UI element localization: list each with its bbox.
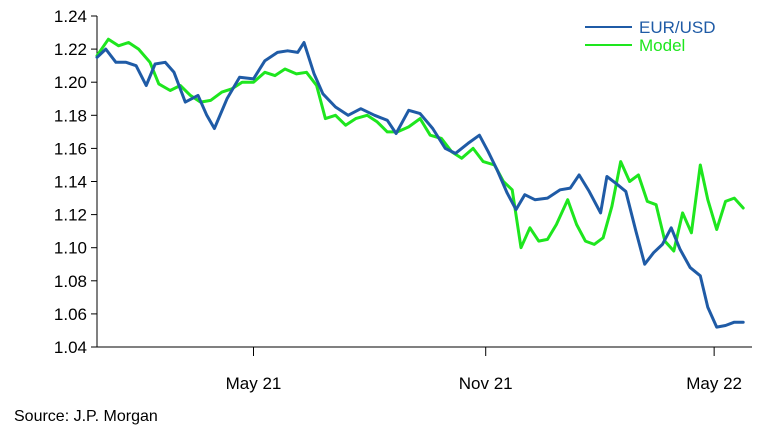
y-tick-label: 1.20	[54, 73, 87, 92]
y-tick-label: 1.12	[54, 206, 87, 225]
x-tick-label: May 21	[226, 374, 282, 393]
series-line-model	[95, 37, 745, 253]
legend-label-model: Model	[639, 36, 685, 55]
source-note: Source: J.P. Morgan	[14, 408, 158, 425]
legend-label-eurusd: EUR/USD	[639, 18, 716, 37]
legend: EUR/USD Model	[585, 18, 716, 55]
y-tick-label: 1.14	[54, 173, 87, 192]
series-line-eurusd	[95, 41, 745, 329]
y-axis-ticks: 1.04 1.06 1.08 1.10 1.12 1.14 1.16 1.18 1.20 1.22…	[54, 7, 97, 357]
y-tick-label: 1.08	[54, 272, 87, 291]
y-tick-label: 1.24	[54, 7, 87, 26]
y-tick-label: 1.18	[54, 106, 87, 125]
x-tick-label: May 22	[686, 374, 742, 393]
x-tick-label: Nov 21	[459, 374, 513, 393]
y-tick-label: 1.10	[54, 239, 87, 258]
y-tick-label: 1.22	[54, 40, 87, 59]
y-tick-label: 1.16	[54, 139, 87, 158]
series-layer	[95, 37, 745, 329]
x-axis-ticks: May 21 Nov 21 May 22	[226, 347, 742, 393]
y-tick-label: 1.04	[54, 338, 87, 357]
y-tick-label: 1.06	[54, 305, 87, 324]
